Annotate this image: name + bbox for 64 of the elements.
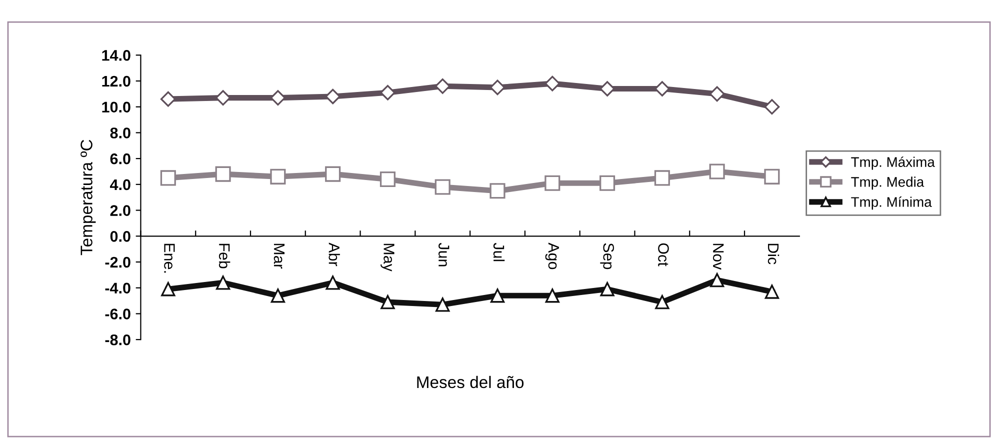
point [545,288,560,303]
x-tick-label: Feb [218,244,230,268]
point [270,90,286,106]
x-tick-label: Mar [274,244,285,269]
y-tick-label: -4.0 [105,282,130,294]
point [434,78,450,94]
point [709,164,725,180]
y-tick-label: 4.0 [110,179,130,190]
point [160,91,176,107]
point [215,90,231,106]
y-tick-label: -8.0 [105,334,130,346]
point [380,171,396,188]
point [380,294,395,310]
x-tick-label: Jun [438,242,450,266]
point [709,86,725,102]
legend-label: Tmp. Media [851,176,924,190]
point [434,179,450,195]
point [270,168,286,184]
point [270,288,286,303]
point [600,175,616,191]
y-tick-label: 10.0 [102,102,130,113]
point [325,88,341,104]
y-tick-label: 12.0 [102,76,130,87]
point [764,284,780,299]
x-tick-label: May [380,244,394,272]
point [710,273,724,288]
x-tick-label: Sep [600,243,614,270]
point [764,99,780,115]
point [490,288,505,303]
x-tick-label: Dic [768,244,780,264]
x-tick-label: Ene. [164,244,175,273]
y-tick-label: 8.0 [110,128,130,138]
point [654,170,670,186]
x-tick-label: Jul [493,242,505,262]
point [655,294,670,310]
point [764,168,780,184]
legend-label: Tmp. Mínima [851,196,932,210]
point [544,76,560,92]
y-tick-label: 0.0 [110,231,130,242]
point [544,175,560,191]
point [325,166,341,182]
x-axis-title: Meses del año [417,376,524,388]
x-tick-label: Nov [712,244,724,270]
x-tick-label: Abr [328,242,340,266]
y-tick-label: 6.0 [110,153,130,164]
x-tick-label: Ago [545,242,559,270]
y-tick-label: -6.0 [105,308,130,320]
y-tick-label: -2.0 [105,256,130,268]
point [161,282,176,296]
point [380,84,396,100]
y-axis-title: Temperatura ºC [80,140,96,256]
point [326,276,340,290]
y-tick-label: 14.0 [102,50,130,61]
point [436,298,450,312]
y-tick-label: 2.0 [110,205,130,216]
legend-label: Tmp. Máxima [851,156,935,170]
point [160,170,176,186]
x-tick-label: Oct [658,243,669,266]
point [600,81,615,96]
point [490,183,506,199]
point [215,166,231,182]
point [490,80,506,96]
point [216,276,230,290]
point [600,282,614,296]
